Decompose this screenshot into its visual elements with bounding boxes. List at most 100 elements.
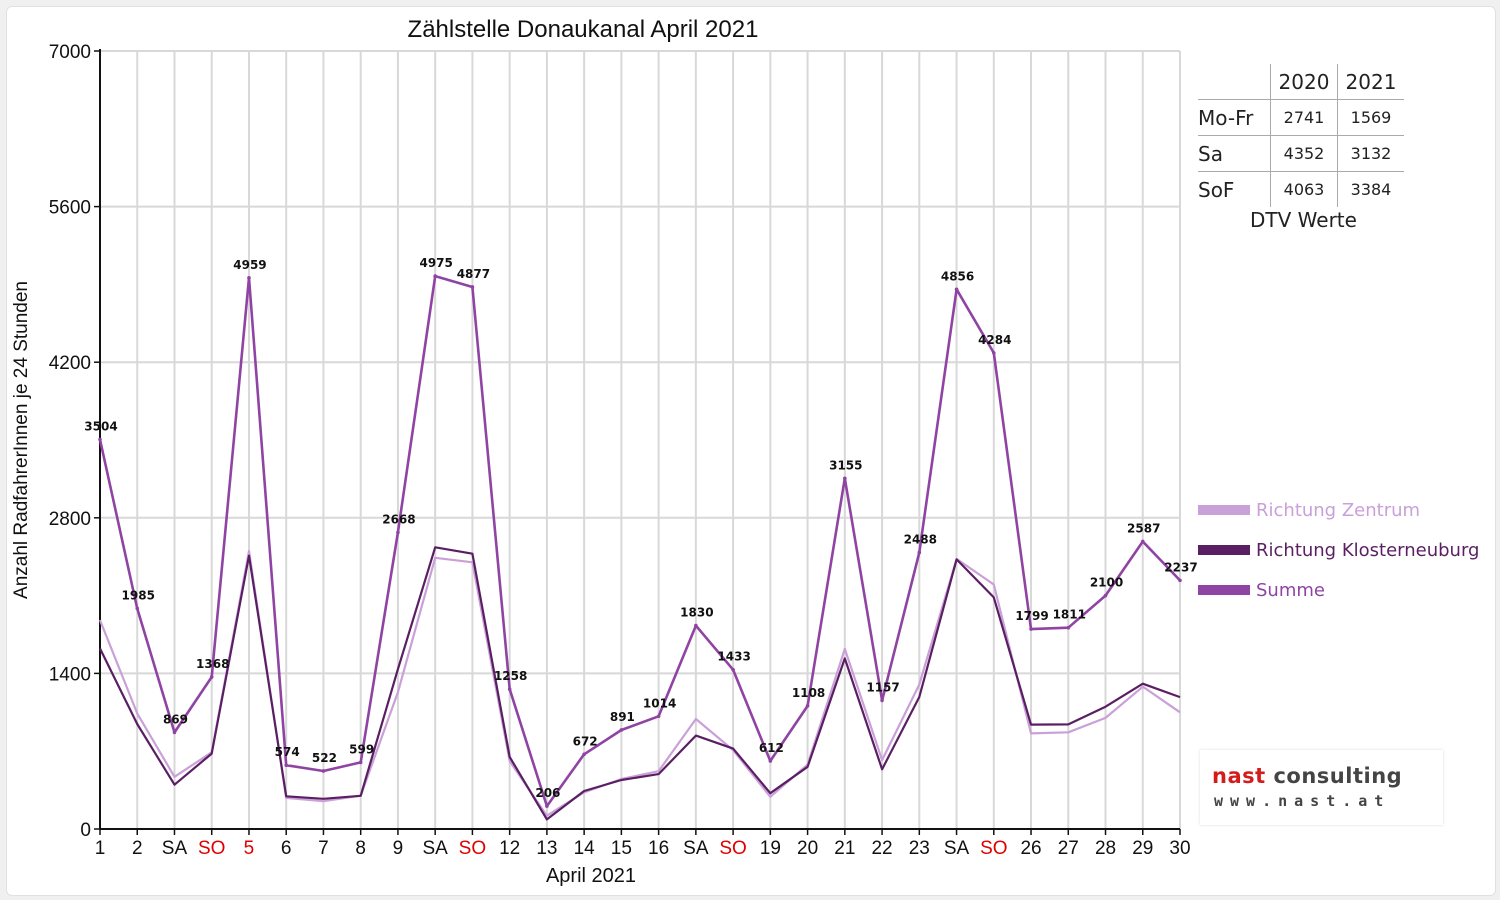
data-point bbox=[1103, 593, 1108, 598]
x-tick-label: 27 bbox=[1058, 838, 1079, 859]
data-label: 2587 bbox=[1127, 521, 1160, 535]
company-logo: nast consulting www.nast.at bbox=[1200, 750, 1443, 825]
series-lines bbox=[98, 274, 1182, 821]
dtv-value-2020: 2741 bbox=[1270, 99, 1338, 136]
y-axis-label: Anzahl RadfahrerInnen je 24 Stunden bbox=[11, 281, 32, 599]
legend-swatch bbox=[1198, 585, 1250, 595]
y-tick-label: 1400 bbox=[49, 664, 91, 685]
dtv-row-label: Sa bbox=[1198, 135, 1271, 172]
x-tick-label: SA bbox=[162, 838, 188, 859]
data-point bbox=[694, 623, 698, 628]
x-tick-label: 23 bbox=[909, 838, 930, 859]
x-tick-label: SO bbox=[719, 838, 746, 859]
y-tick-label: 4200 bbox=[49, 353, 91, 374]
data-point bbox=[954, 287, 959, 292]
data-label: 672 bbox=[573, 734, 598, 748]
legend-item-zentrum: Richtung Zentrum bbox=[1198, 490, 1479, 530]
x-tick-label: 2 bbox=[132, 838, 143, 859]
data-label: 1830 bbox=[680, 606, 713, 620]
x-tick-label: SO bbox=[980, 838, 1007, 859]
x-tick-label: 13 bbox=[536, 838, 557, 859]
x-tick-label: 7 bbox=[318, 838, 329, 859]
data-label: 2668 bbox=[382, 512, 415, 526]
data-point bbox=[1029, 627, 1033, 631]
logo-name-red: nast bbox=[1212, 764, 1266, 788]
x-tick-label: SO bbox=[459, 838, 486, 859]
data-label: 1811 bbox=[1053, 608, 1086, 622]
x-tick-label: 19 bbox=[760, 838, 781, 859]
data-label: 3155 bbox=[829, 458, 862, 472]
x-tick-label: 15 bbox=[611, 838, 632, 859]
data-point bbox=[1178, 578, 1182, 583]
legend-item-summe: Summe bbox=[1198, 570, 1479, 610]
data-label: 1985 bbox=[122, 588, 155, 602]
data-point bbox=[433, 274, 437, 278]
data-label: 869 bbox=[163, 712, 188, 726]
data-point bbox=[843, 476, 847, 481]
data-point bbox=[805, 704, 810, 708]
x-tick-label: 16 bbox=[648, 838, 669, 859]
dtv-value-2021: 3384 bbox=[1337, 171, 1404, 207]
data-label: 2100 bbox=[1090, 576, 1123, 590]
x-tick-label: 22 bbox=[871, 838, 892, 859]
data-label: 1799 bbox=[1015, 609, 1048, 623]
y-tick-label: 2800 bbox=[49, 509, 91, 530]
data-label: 2237 bbox=[1164, 560, 1197, 574]
data-label: 574 bbox=[275, 745, 300, 759]
dtv-caption: DTV Werte bbox=[1250, 208, 1357, 232]
data-label: 1433 bbox=[717, 650, 750, 664]
data-point bbox=[321, 769, 326, 773]
data-point bbox=[470, 285, 475, 289]
x-tick-label: 8 bbox=[355, 838, 366, 859]
x-tick-label: 28 bbox=[1095, 838, 1116, 859]
dtv-row: SoF 4063 3384 bbox=[1198, 171, 1404, 207]
data-label: 522 bbox=[312, 751, 337, 765]
data-label: 891 bbox=[610, 710, 635, 724]
data-label: 4877 bbox=[457, 267, 490, 281]
data-label: 612 bbox=[759, 741, 784, 755]
data-label: 4975 bbox=[419, 256, 452, 270]
data-point bbox=[1140, 539, 1145, 544]
x-tick-label: 6 bbox=[281, 838, 292, 859]
x-tick-label: 30 bbox=[1169, 838, 1190, 859]
x-tick-label: 9 bbox=[393, 838, 404, 859]
data-point bbox=[582, 752, 586, 757]
data-label: 3504 bbox=[84, 420, 117, 434]
x-tick-label: 12 bbox=[499, 838, 520, 859]
y-tick-label: 5600 bbox=[49, 198, 91, 219]
x-tick-label: 20 bbox=[797, 838, 818, 859]
data-labels: 3504 1985 869 1368 4959 574 522 599 2668 4975 4877… bbox=[84, 256, 1197, 800]
data-point bbox=[284, 763, 289, 768]
legend-item-klosterneuburg: Richtung Klosterneuburg bbox=[1198, 530, 1479, 570]
legend-swatch bbox=[1198, 505, 1250, 515]
legend-label: Richtung Klosterneuburg bbox=[1256, 539, 1480, 561]
data-point bbox=[656, 714, 661, 719]
data-point bbox=[545, 804, 549, 808]
data-point bbox=[507, 687, 512, 691]
dtv-corner bbox=[1198, 64, 1271, 100]
legend-label: Richtung Zentrum bbox=[1256, 499, 1421, 521]
dtv-header-row: 2020 2021 bbox=[1198, 64, 1404, 100]
data-point bbox=[135, 606, 140, 611]
x-tick-label: 26 bbox=[1020, 838, 1041, 859]
data-label: 2488 bbox=[904, 532, 937, 546]
dtv-value-2020: 4063 bbox=[1270, 171, 1338, 207]
x-tick-label: 21 bbox=[834, 838, 855, 859]
legend-swatch bbox=[1198, 545, 1250, 555]
dtv-value-2021: 3132 bbox=[1337, 135, 1404, 172]
chart-title: Zählstelle Donaukanal April 2021 bbox=[408, 16, 759, 43]
data-point bbox=[1066, 625, 1071, 630]
data-label: 599 bbox=[349, 742, 374, 756]
dtv-value-2021: 1569 bbox=[1337, 99, 1404, 136]
data-point bbox=[991, 351, 996, 355]
x-tick-label: 29 bbox=[1132, 838, 1153, 859]
data-point bbox=[247, 276, 251, 280]
series-line-summe bbox=[98, 274, 1181, 808]
data-label: 1368 bbox=[196, 657, 229, 671]
legend-label: Summe bbox=[1256, 579, 1325, 601]
dtv-table: 2020 2021 Mo-Fr 2741 1569 Sa 4352 3132 S… bbox=[1198, 64, 1404, 207]
data-point bbox=[731, 667, 735, 672]
dtv-row-label: Mo-Fr bbox=[1198, 99, 1271, 136]
